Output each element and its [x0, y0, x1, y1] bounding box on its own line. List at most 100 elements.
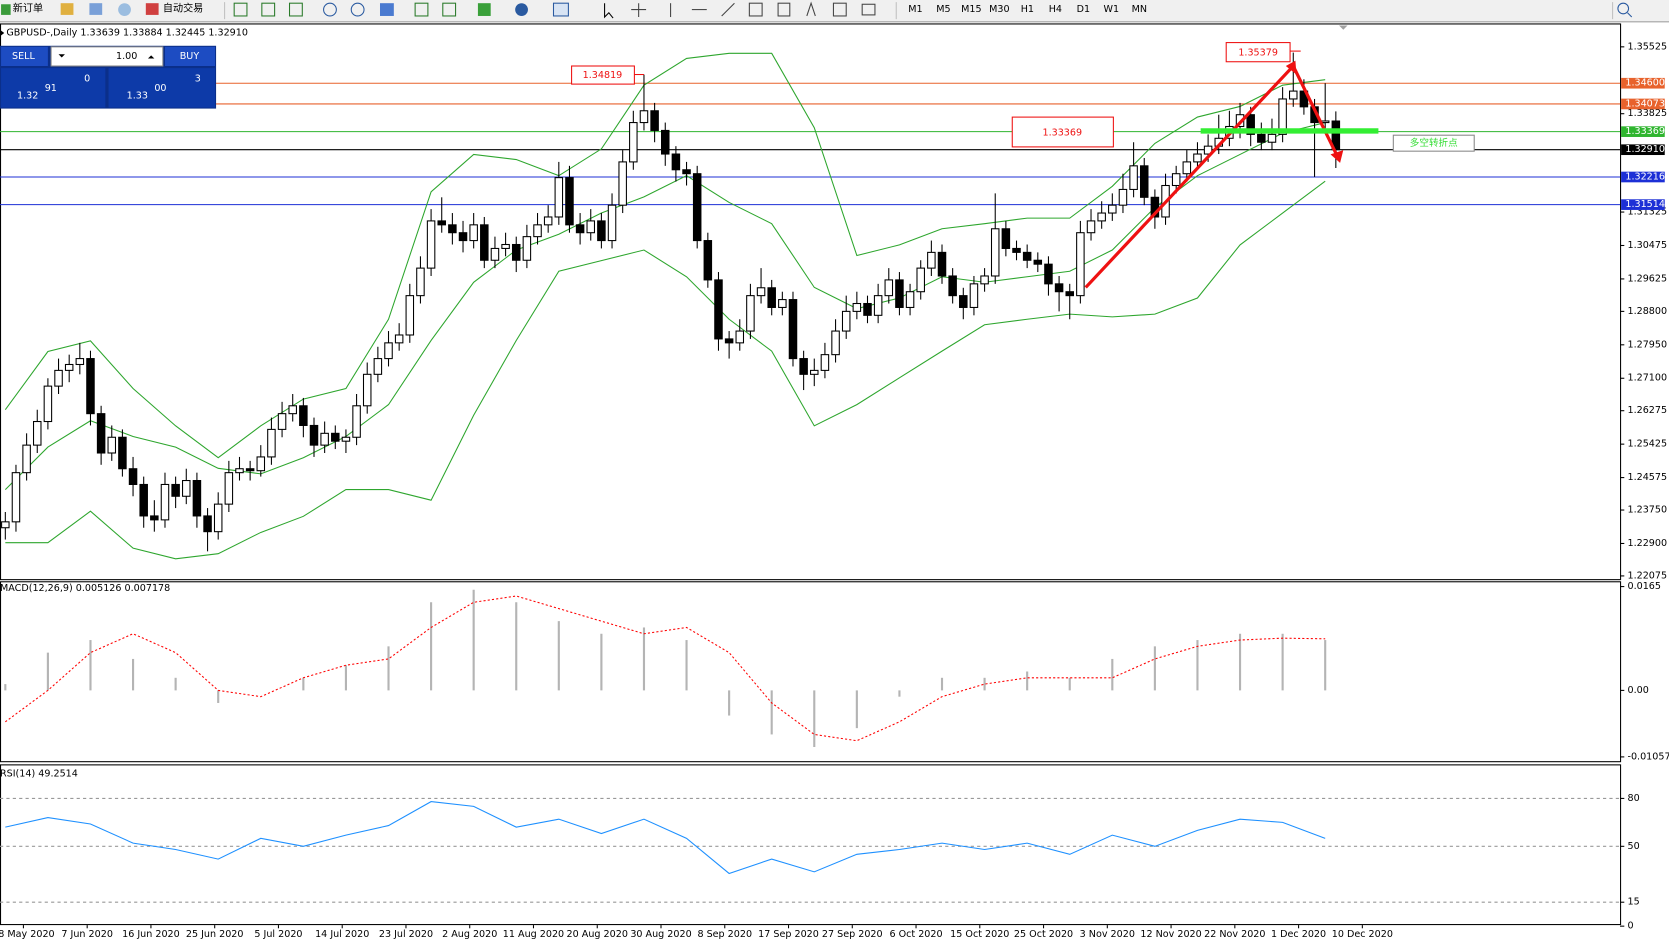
- x-tick-label: 23 Jul 2020: [379, 929, 433, 940]
- candle-body: [1257, 133, 1266, 143]
- text-icon[interactable]: [806, 1, 816, 17]
- sell-button[interactable]: [1, 46, 48, 67]
- candle-body: [948, 275, 957, 297]
- timeframe-button[interactable]: W1: [1104, 4, 1120, 15]
- candle-body: [256, 456, 266, 472]
- arrow-head: [1285, 60, 1297, 75]
- candle-body: [1289, 90, 1298, 100]
- toolbar-icon[interactable]: [414, 2, 429, 17]
- macd-title: MACD(12,26,9) 0.005126 0.007178: [0, 583, 170, 594]
- price-level-label: 1.32910: [1625, 144, 1665, 155]
- sell-label[interactable]: SELL: [12, 51, 35, 62]
- bollinger-lower: [5, 180, 1326, 560]
- arrow-icon[interactable]: [861, 3, 876, 16]
- x-tick-label: 3 Nov 2020: [1080, 929, 1135, 940]
- new-order-icon[interactable]: [1, 4, 11, 15]
- channel-icon[interactable]: [748, 2, 763, 17]
- buy-label[interactable]: BUY: [180, 51, 200, 62]
- toolbar-icon[interactable]: [89, 3, 103, 15]
- fibo-icon[interactable]: [777, 2, 791, 17]
- bid-box[interactable]: [1, 68, 106, 108]
- new-order-button[interactable]: 新订单: [13, 2, 43, 15]
- toolbar-icon[interactable]: [261, 2, 276, 17]
- toolbar-icon[interactable]: [379, 3, 394, 16]
- candle-body: [639, 110, 649, 124]
- candle-body: [1001, 228, 1011, 249]
- search-icon[interactable]: [1617, 2, 1630, 15]
- price-level-box: [1621, 199, 1665, 210]
- candle-body: [267, 428, 276, 458]
- candle-body: [1108, 204, 1117, 214]
- bid-pips: 91: [45, 83, 57, 94]
- x-tick-label: 22 Nov 2020: [1204, 929, 1265, 940]
- timeframe-button[interactable]: M5: [936, 4, 950, 15]
- x-tick-label: 5 Jul 2020: [254, 929, 302, 940]
- y-tick-label: 1.23750: [1627, 505, 1667, 516]
- candle-body: [511, 243, 521, 261]
- lot-down[interactable]: [58, 54, 65, 58]
- price-level-label: 1.34600: [1625, 78, 1665, 89]
- zoom-in-icon[interactable]: [323, 2, 337, 17]
- buy-button[interactable]: [164, 46, 216, 67]
- candle-body: [203, 515, 212, 533]
- candle-body: [182, 479, 191, 497]
- candle-body: [1118, 188, 1128, 206]
- annotation-box: [1011, 116, 1114, 148]
- label-icon[interactable]: [832, 2, 847, 17]
- timeframes: M1 M5 M15 M30 H1 H4 D1 W1 MN: [908, 4, 1147, 15]
- timeframe-button[interactable]: M15: [961, 4, 981, 15]
- timeframe-button[interactable]: D1: [1077, 4, 1090, 15]
- toolbar-icon[interactable]: [60, 3, 74, 15]
- timeframe-button[interactable]: M30: [989, 4, 1009, 15]
- timeframe-button[interactable]: MN: [1132, 4, 1147, 15]
- auto-trading-button[interactable]: 自动交易: [163, 2, 203, 15]
- title-marker: [0, 29, 5, 37]
- price-level-label: 1.31514: [1625, 199, 1665, 210]
- search-icon[interactable]: [1627, 12, 1633, 18]
- candle-body: [1129, 165, 1138, 190]
- macd-signal: [5, 595, 1326, 742]
- candle-body: [575, 224, 585, 234]
- crosshair-icon[interactable]: [631, 3, 647, 18]
- timeframe-button[interactable]: M1: [908, 4, 922, 15]
- candle-body: [522, 236, 532, 261]
- price-level-box: [1621, 77, 1665, 89]
- lot-value[interactable]: 1.00: [116, 51, 137, 62]
- toolbar-icon[interactable]: [288, 2, 303, 17]
- toolbar-icon[interactable]: [442, 2, 457, 17]
- trendline-icon[interactable]: [721, 2, 735, 17]
- candle-body: [288, 405, 297, 415]
- toolbar-icon[interactable]: [118, 3, 131, 16]
- candle-body: [916, 267, 925, 293]
- cursor-icon[interactable]: [604, 3, 614, 19]
- y-tick-label: 1.35525: [1627, 41, 1667, 52]
- candle-body: [937, 251, 947, 277]
- chart-shift-marker[interactable]: [1339, 25, 1348, 30]
- candle-body: [1171, 173, 1181, 187]
- candle-body: [724, 338, 734, 344]
- candle-body: [86, 358, 95, 415]
- lot-up[interactable]: [147, 55, 155, 59]
- auto-trading-icon[interactable]: [145, 3, 159, 15]
- period-icon[interactable]: [515, 3, 528, 16]
- zoom-out-icon[interactable]: [350, 2, 365, 17]
- timeframe-button[interactable]: H4: [1049, 4, 1062, 15]
- y-tick-label: -0.010571: [1627, 751, 1669, 762]
- toolbar-icon[interactable]: [233, 2, 248, 17]
- candle-body: [788, 299, 798, 360]
- x-tick-label: 15 Oct 2020: [950, 929, 1009, 940]
- candle-body: [1182, 161, 1192, 175]
- timeframe-button[interactable]: H1: [1021, 4, 1034, 15]
- annotation-price: 1.33369: [1042, 128, 1082, 139]
- indicator-icon[interactable]: [477, 3, 491, 16]
- candle-body: [756, 287, 766, 297]
- lot-input[interactable]: [50, 46, 164, 67]
- candle-body: [373, 358, 383, 375]
- candle-body: [341, 436, 351, 442]
- ask-box[interactable]: [108, 68, 216, 108]
- candle-body: [767, 287, 776, 308]
- annotation-text: 多空转折点: [1410, 137, 1458, 149]
- template-icon[interactable]: [552, 2, 569, 17]
